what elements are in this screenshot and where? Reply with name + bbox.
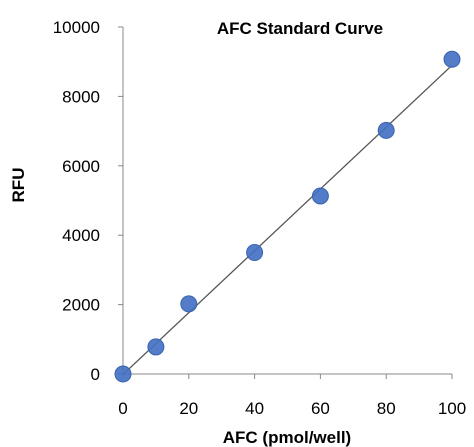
data-point [180, 295, 198, 313]
x-tick-label: 20 [179, 399, 198, 418]
data-points [114, 50, 461, 383]
data-point [114, 365, 132, 383]
data-point [377, 121, 395, 139]
x-tick-label: 60 [311, 399, 330, 418]
data-point [311, 187, 329, 205]
trendline [122, 64, 453, 375]
x-tick-label: 0 [118, 399, 127, 418]
x-tick-label: 80 [377, 399, 396, 418]
y-tick-label: 10000 [53, 18, 100, 37]
y-ticks: 0 2000 4000 6000 8000 10000 [53, 18, 123, 384]
trendline-line [122, 64, 453, 375]
x-tick-label: 100 [438, 399, 466, 418]
x-tick-label: 40 [245, 399, 264, 418]
data-point [443, 50, 461, 68]
x-axis-label: AFC (pmol/well) [223, 428, 351, 447]
y-tick-label: 8000 [62, 87, 100, 106]
y-tick-label: 4000 [62, 226, 100, 245]
y-axis-label: RFU [9, 168, 28, 203]
y-tick-label: 6000 [62, 157, 100, 176]
x-ticks: 0 20 40 60 80 100 [118, 374, 466, 418]
y-tick-label: 0 [91, 365, 100, 384]
data-point [147, 338, 165, 356]
y-tick-label: 2000 [62, 296, 100, 315]
chart-title: AFC Standard Curve [217, 19, 383, 38]
data-point [246, 244, 264, 262]
